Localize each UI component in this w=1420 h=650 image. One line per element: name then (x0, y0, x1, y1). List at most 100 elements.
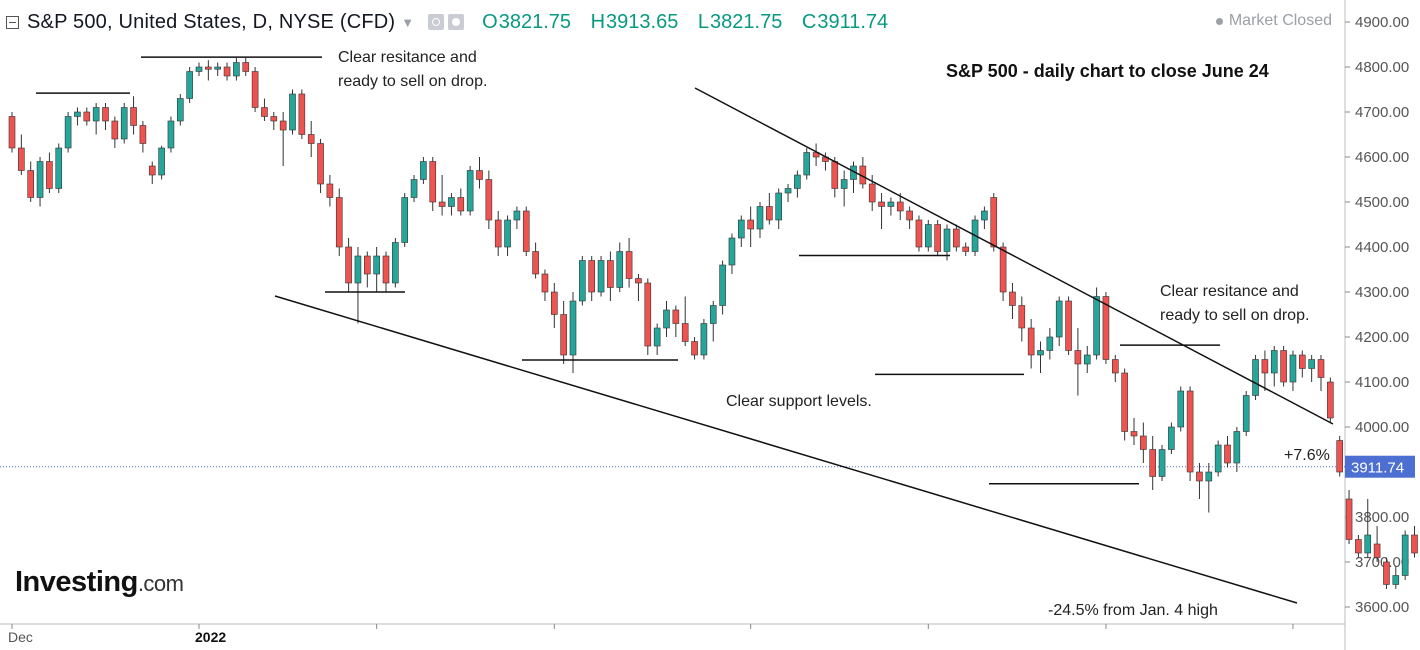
candle-body (597, 260, 605, 293)
candle-body (1177, 390, 1185, 428)
y-tick-label: 4100.00 (1355, 374, 1409, 391)
candle (8, 112, 16, 153)
candle (1308, 355, 1315, 382)
high-key: H (590, 10, 606, 33)
candle-body (307, 134, 315, 144)
candle (476, 157, 483, 189)
gear-icon[interactable] (448, 14, 465, 30)
candle-body (775, 192, 783, 221)
candle-body (616, 251, 624, 288)
candle (289, 89, 296, 135)
chevron-down-icon[interactable]: ▼ (401, 14, 415, 30)
candle (120, 103, 128, 144)
candle (92, 103, 100, 135)
candle-body (737, 219, 745, 239)
candle (887, 197, 895, 216)
candle-body (83, 111, 91, 122)
candle-body (1252, 359, 1259, 396)
candle-body (1037, 350, 1044, 356)
upper-trendline (694, 87, 1334, 425)
candle-body (1392, 575, 1400, 585)
candle-body (335, 197, 343, 248)
candle (550, 283, 558, 328)
candle-body (205, 66, 212, 70)
candle (27, 161, 35, 202)
candles (8, 58, 1418, 589)
candle-body (569, 300, 577, 356)
x-tick-label: Dec (8, 629, 33, 645)
y-tick-label: 4500.00 (1355, 194, 1409, 211)
candle (812, 143, 820, 166)
investing-logo: Investing.com (15, 566, 184, 599)
candle (653, 323, 661, 355)
candle (1383, 557, 1390, 589)
candle-body (719, 264, 726, 306)
symbol-title[interactable]: S&P 500, United States, D, NYSE (CFD) (27, 10, 396, 33)
candle (1364, 499, 1372, 558)
candle (177, 94, 184, 126)
candle-body (766, 206, 773, 221)
candle-body (896, 201, 904, 212)
candle-body (92, 107, 100, 122)
candle (242, 58, 250, 76)
candle-body (1327, 381, 1334, 419)
candle-body (1270, 350, 1278, 374)
horizontal-levels (36, 56, 1220, 485)
candle (317, 139, 324, 193)
candle-body (1317, 359, 1325, 378)
candle (597, 256, 605, 297)
candle (214, 62, 221, 76)
candle (1401, 530, 1409, 580)
candle (102, 103, 109, 130)
candle-body (943, 228, 951, 252)
candle-body (18, 147, 25, 171)
candle (1009, 283, 1016, 319)
candle (1112, 355, 1119, 382)
candle (1140, 422, 1147, 463)
annotation-drawdown: -24.5% from Jan. 4 high (1048, 602, 1218, 619)
candle (1345, 490, 1353, 544)
candle (859, 157, 867, 189)
candle-body (588, 260, 596, 293)
candle (1149, 436, 1156, 490)
candle (382, 251, 390, 292)
candle (1261, 350, 1269, 391)
candle (195, 62, 203, 76)
candle-body (476, 170, 483, 180)
candle-body (1140, 435, 1147, 450)
y-tick-label: 4400.00 (1355, 239, 1409, 256)
candle-body (1411, 534, 1418, 554)
candle-body (1130, 431, 1138, 437)
candle (158, 145, 165, 180)
candle-body (1205, 471, 1213, 482)
candle (1233, 427, 1241, 472)
candle-body (130, 107, 137, 126)
candle-body (1308, 359, 1315, 369)
ohlc-values: O3821.75 H3913.65 L3821.75 C3911.74 (482, 11, 902, 34)
candle (943, 224, 951, 261)
candle-body (158, 147, 165, 176)
candle (579, 256, 586, 306)
status-dot-icon (1215, 17, 1223, 25)
eye-icon[interactable] (428, 14, 445, 30)
candle-body (261, 107, 268, 117)
candle-body (74, 111, 81, 117)
candle (270, 112, 278, 130)
candle-body (420, 161, 427, 180)
candle-body (120, 107, 128, 140)
y-tick-label: 4000.00 (1355, 419, 1409, 436)
trend-lines (274, 87, 1334, 604)
price-tag-label: 3911.74 (1351, 460, 1404, 477)
candle-body (46, 161, 53, 189)
candle (335, 188, 343, 256)
annotations: Clear resitance and ready to sell on drop… (338, 49, 1330, 619)
candle (1373, 526, 1381, 562)
candle-body (728, 237, 736, 266)
candle (896, 193, 904, 220)
collapse-toggle[interactable] (6, 15, 19, 29)
candle (205, 60, 212, 81)
candle (775, 188, 783, 229)
candle-body (915, 219, 923, 248)
